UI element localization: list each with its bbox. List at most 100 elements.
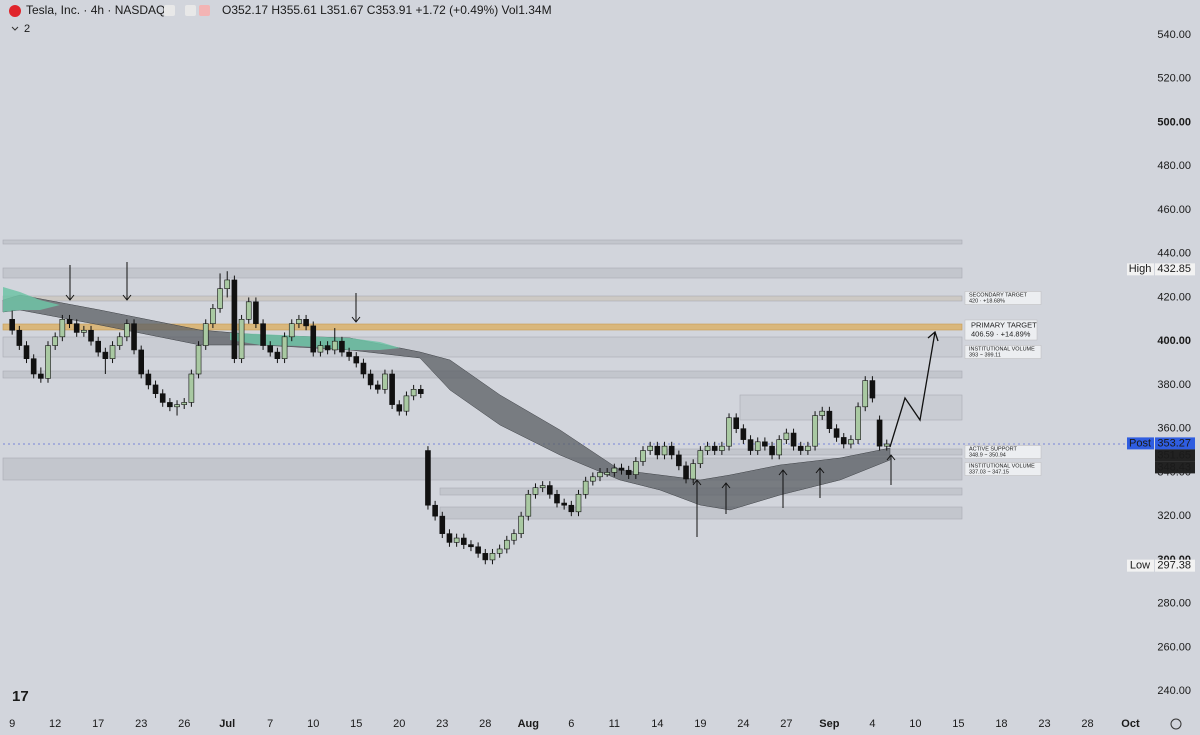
- candle-body: [159, 393, 166, 403]
- candle-body: [740, 428, 747, 440]
- price-tag: Low: [1130, 560, 1150, 572]
- candle-body: [862, 380, 869, 408]
- candle-body: [840, 437, 847, 445]
- y-tick-label: 400.00: [1157, 335, 1191, 347]
- candle-body: [432, 504, 438, 517]
- candle-body: [582, 480, 589, 495]
- down-arrow: [351, 293, 361, 323]
- x-tick-label: 27: [780, 718, 792, 730]
- candle-body: [102, 351, 109, 359]
- price-tag-box: [1127, 559, 1154, 572]
- zone: [439, 506, 963, 520]
- candle-body: [303, 319, 309, 327]
- zone-label-text: 406.59 · +14.89%: [971, 329, 1031, 338]
- candle-body: [460, 537, 467, 545]
- zone: [2, 295, 963, 302]
- candle-body: [109, 345, 116, 359]
- candle-body: [776, 439, 783, 456]
- candle-body: [253, 301, 259, 324]
- y-tick-label: 440.00: [1157, 248, 1191, 260]
- candle-body: [453, 537, 460, 543]
- settings-icon[interactable]: [1170, 718, 1182, 730]
- candle-body: [66, 319, 73, 324]
- candle-body: [633, 461, 639, 475]
- price-label-box: [1155, 461, 1195, 474]
- x-tick-label: 14: [651, 718, 663, 730]
- candle-body: [382, 373, 388, 390]
- candle-body: [511, 533, 517, 541]
- candle-body: [783, 432, 790, 440]
- price-label-box: [1155, 437, 1195, 450]
- candle-body: [167, 402, 173, 408]
- chevron[interactable]: [11, 26, 19, 31]
- candle-body: [30, 358, 37, 375]
- y-tick-label: 540.00: [1157, 29, 1191, 41]
- candle-body: [869, 380, 876, 399]
- candle-body: [833, 428, 840, 438]
- x-tick-label: 10: [307, 718, 319, 730]
- x-tick-label: 4: [869, 718, 875, 730]
- zone-label-text: INSTITUTIONAL VOLUME: [969, 346, 1035, 352]
- candle-body: [339, 340, 345, 353]
- candle-body: [496, 548, 503, 554]
- candle-body: [417, 389, 424, 394]
- candle-body: [554, 493, 560, 504]
- icon: [185, 5, 196, 16]
- candle-body: [876, 419, 883, 447]
- icon: [164, 5, 175, 16]
- up-arrow: [886, 454, 896, 485]
- cloud-teal: [3, 287, 60, 312]
- candle-body: [439, 515, 446, 534]
- y-tick-label: 460.00: [1157, 204, 1191, 216]
- y-tick-label: 260.00: [1157, 641, 1191, 653]
- candle-body: [518, 515, 524, 534]
- candle-body: [145, 373, 152, 386]
- candle-body: [604, 472, 610, 475]
- candle-body: [826, 410, 833, 429]
- zone-label-text: PRIMARY TARGET: [971, 320, 1037, 329]
- y-tick-label: 240.00: [1157, 685, 1191, 697]
- candle-body: [575, 493, 582, 513]
- up-arrow: [815, 467, 825, 498]
- x-tick-label: 28: [1081, 718, 1093, 730]
- candle-body: [668, 445, 675, 456]
- zone-label-text: SECONDARY TARGET: [969, 292, 1028, 298]
- candle-body: [138, 349, 145, 375]
- candle-body: [238, 319, 245, 359]
- x-tick-label: 12: [49, 718, 61, 730]
- x-tick-label: 11: [609, 718, 620, 730]
- zone-label-text: 420 · +18.68%: [969, 298, 1005, 304]
- candles: [9, 271, 890, 565]
- candle-body: [719, 445, 725, 451]
- price-tag-box: [1127, 263, 1154, 276]
- price-tag-box: [1127, 437, 1154, 450]
- y-tick-label: 480.00: [1157, 160, 1191, 172]
- candle-body: [281, 336, 288, 359]
- candle-body: [195, 345, 202, 375]
- candle-body: [754, 441, 761, 451]
- x-tick-label: 9: [9, 718, 15, 730]
- candle-body: [855, 406, 861, 440]
- x-tick-label: 20: [393, 718, 405, 730]
- x-tick-label: 23: [1038, 718, 1050, 730]
- candle-body: [23, 345, 30, 359]
- zone: [2, 370, 963, 379]
- x-tick-label: 18: [995, 718, 1007, 730]
- candle-body: [210, 308, 216, 324]
- candle-body: [747, 439, 754, 451]
- x-tick-label: 28: [479, 718, 491, 730]
- candle-body: [174, 404, 180, 408]
- y-tick-label: 500.00: [1157, 116, 1191, 128]
- price-tag: High: [1129, 263, 1152, 275]
- candle-body: [425, 450, 431, 506]
- candle-body: [152, 384, 159, 394]
- candle-body: [116, 336, 123, 346]
- candle-body: [45, 345, 51, 379]
- candle-body: [812, 415, 818, 447]
- candle-body: [260, 323, 266, 346]
- candle-body: [403, 395, 410, 412]
- candle-body: [274, 351, 281, 359]
- candle-body: [690, 463, 696, 480]
- candle-body: [654, 445, 661, 456]
